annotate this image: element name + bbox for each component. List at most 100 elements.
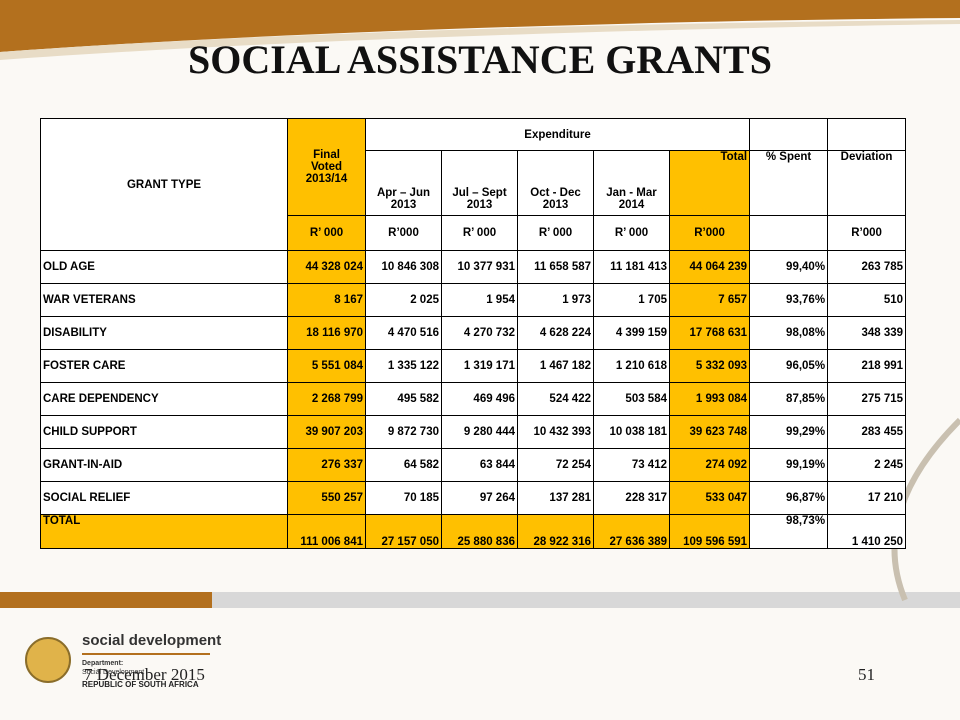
value-cell: 93,76%: [749, 283, 829, 317]
value-cell: 111 006 841: [287, 514, 366, 549]
value-cell: 4 270 732: [441, 316, 518, 350]
value-cell: 8 167: [287, 283, 366, 317]
value-cell: 72 254: [517, 448, 594, 482]
header-cell: Final Voted 2013/14: [287, 118, 366, 216]
value-cell: 25 880 836: [441, 514, 518, 549]
value-cell: 73 412: [593, 448, 670, 482]
value-cell: 97 264: [441, 481, 518, 515]
value-cell: 1 954: [441, 283, 518, 317]
value-cell: 39 623 748: [668, 415, 751, 449]
value-cell: 17 768 631: [668, 316, 751, 350]
header-cell: Apr – Jun 2013: [365, 150, 442, 216]
value-cell: 469 496: [441, 382, 518, 416]
data-row: CARE DEPENDENCY 2 268 799 495 582 469 496 52…: [40, 382, 907, 416]
bottom-band: [212, 592, 960, 608]
unit-cell: R’ 000: [287, 215, 366, 251]
unit-cell: R’ 000: [517, 215, 594, 251]
grant-type-cell: WAR VETERANS: [40, 283, 288, 317]
value-cell: 1 410 250: [827, 514, 907, 549]
data-row: WAR VETERANS 8 167 2 025 1 954 1 973 1 705 7 6…: [40, 283, 907, 317]
grant-type-cell: FOSTER CARE: [40, 349, 288, 383]
value-cell: 96,05%: [749, 349, 829, 383]
value-cell: 98,73%: [749, 514, 829, 549]
grant-type-cell: TOTAL: [40, 514, 288, 549]
value-cell: 2 025: [365, 283, 442, 317]
value-cell: 63 844: [441, 448, 518, 482]
header-cell: Jul – Sept 2013: [441, 150, 518, 216]
header-row: Apr – Jun 2013 Jul – Sept 2013 Oct - Dec…: [41, 150, 907, 216]
unit-cell: R’000: [668, 215, 751, 251]
value-cell: 550 257: [287, 481, 366, 515]
value-cell: 44 328 024: [287, 250, 366, 284]
header-cell: % Spent: [749, 150, 829, 216]
value-cell: 96,87%: [749, 481, 829, 515]
unit-cell: [749, 215, 829, 251]
data-row: TOTAL 111 006 841 27 157 050 25 880 836 28 9…: [40, 514, 907, 549]
grant-type-cell: CHILD SUPPORT: [40, 415, 288, 449]
grant-type-cell: DISABILITY: [40, 316, 288, 350]
value-cell: 1 705: [593, 283, 670, 317]
logo-department: Department:: [82, 660, 124, 667]
grants-table: GRANT TYPE Final Voted 2013/14 Expenditu…: [40, 118, 907, 549]
value-cell: 1 993 084: [668, 382, 751, 416]
value-cell: 503 584: [593, 382, 670, 416]
value-cell: 9 872 730: [365, 415, 442, 449]
header-cell: [749, 118, 829, 151]
header-row: GRANT TYPE Final Voted 2013/14 Expenditu…: [40, 118, 907, 251]
data-row: GRANT-IN-AID 276 337 64 582 63 844 72 254 73 …: [40, 448, 907, 482]
value-cell: 1 210 618: [593, 349, 670, 383]
value-cell: 510: [827, 283, 907, 317]
data-row: CHILD SUPPORT 39 907 203 9 872 730 9 280 44…: [40, 415, 907, 449]
value-cell: 276 337: [287, 448, 366, 482]
value-cell: 1 467 182: [517, 349, 594, 383]
value-cell: 87,85%: [749, 382, 829, 416]
value-cell: 218 991: [827, 349, 907, 383]
header-cell: Expenditure: [364, 118, 751, 151]
value-cell: 17 210: [827, 481, 907, 515]
value-cell: 1 973: [517, 283, 594, 317]
value-cell: 2 245: [827, 448, 907, 482]
logo-country: REPUBLIC OF SOUTH AFRICA: [82, 680, 199, 689]
grant-type-cell: OLD AGE: [40, 250, 288, 284]
value-cell: 27 157 050: [365, 514, 442, 549]
value-cell: 1 335 122: [365, 349, 442, 383]
table-body: GRANT TYPE Final Voted 2013/14 Expenditu…: [40, 118, 907, 549]
unit-cell: R’ 000: [593, 215, 670, 251]
value-cell: 275 715: [827, 382, 907, 416]
value-cell: 99,40%: [749, 250, 829, 284]
value-cell: 10 846 308: [365, 250, 442, 284]
header-cell: Jan - Mar 2014: [593, 150, 670, 216]
value-cell: 28 922 316: [517, 514, 594, 549]
value-cell: 263 785: [827, 250, 907, 284]
data-row: SOCIAL RELIEF 550 257 70 185 97 264 137 281 2…: [40, 481, 907, 515]
value-cell: 64 582: [365, 448, 442, 482]
value-cell: 44 064 239: [668, 250, 751, 284]
grant-type-cell: CARE DEPENDENCY: [40, 382, 288, 416]
value-cell: 10 038 181: [593, 415, 670, 449]
logo-department-name: Social Development: [82, 669, 145, 676]
header-cell: Deviation: [827, 150, 907, 216]
value-cell: 2 268 799: [287, 382, 366, 416]
header-cell: [827, 118, 907, 151]
value-cell: 99,29%: [749, 415, 829, 449]
header-cell: GRANT TYPE: [40, 118, 288, 251]
bottom-band-left: [0, 592, 212, 608]
header-cell: Total: [668, 150, 751, 216]
top-band-shadow: [0, 20, 960, 60]
value-cell: 5 332 093: [668, 349, 751, 383]
value-cell: 99,19%: [749, 448, 829, 482]
value-cell: 4 470 516: [365, 316, 442, 350]
logo-name: social development: [82, 632, 222, 649]
data-row: FOSTER CARE 5 551 084 1 335 122 1 319 171 1 …: [40, 349, 907, 383]
unit-cell: R’ 000: [441, 215, 518, 251]
value-cell: 10 432 393: [517, 415, 594, 449]
top-band: [0, 0, 960, 52]
value-cell: 533 047: [668, 481, 751, 515]
value-cell: 348 339: [827, 316, 907, 350]
value-cell: 5 551 084: [287, 349, 366, 383]
value-cell: 283 455: [827, 415, 907, 449]
value-cell: 495 582: [365, 382, 442, 416]
page-number: 51: [858, 665, 875, 684]
value-cell: 7 657: [668, 283, 751, 317]
